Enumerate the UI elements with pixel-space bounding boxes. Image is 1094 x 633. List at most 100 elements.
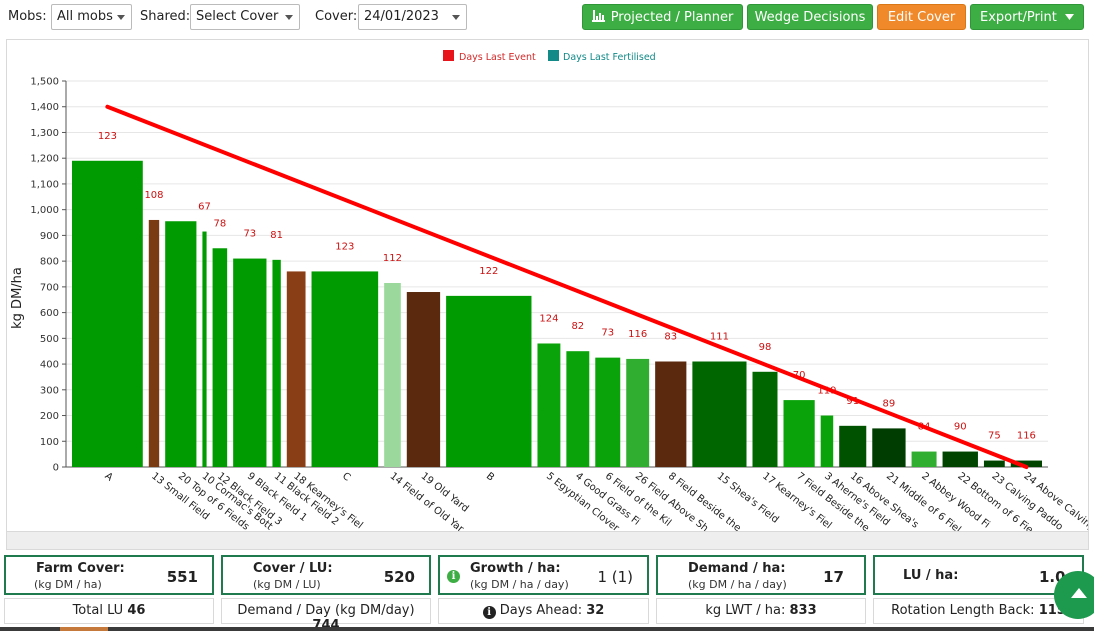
bar[interactable]: [537, 343, 561, 467]
edit-cover-button[interactable]: Edit Cover: [877, 4, 966, 30]
bar[interactable]: [783, 400, 815, 467]
bar[interactable]: [212, 248, 228, 467]
data-label: 116: [628, 329, 647, 340]
data-label: 78: [214, 218, 227, 229]
wedge-decisions-label: Wedge Decisions: [754, 10, 866, 25]
total-lu-value: 46: [127, 603, 146, 618]
projected-planner-label: Projected / Planner: [610, 10, 734, 25]
chevron-down-icon: [452, 15, 460, 20]
bar[interactable]: [752, 371, 778, 467]
farm-cover-title: Farm Cover:: [36, 561, 125, 576]
bar[interactable]: [148, 219, 160, 467]
data-label: 82: [571, 321, 584, 332]
bar[interactable]: [655, 361, 687, 467]
days-ahead-label: Days Ahead:: [499, 603, 583, 618]
chart-panel: Days Last Event Days Last Fertilised kg …: [6, 39, 1089, 532]
bar[interactable]: [692, 361, 747, 467]
bar[interactable]: [272, 259, 281, 467]
y-tick-label: 1,500: [30, 77, 59, 88]
total-lu-label: Total LU: [72, 603, 124, 618]
bar[interactable]: [839, 425, 867, 467]
farm-cover-sub: (kg DM / ha): [34, 578, 102, 591]
growth-title: Growth / ha:: [470, 561, 561, 576]
toolbar: Mobs: All mobs Shared: Select Cover Cove…: [0, 0, 1094, 36]
bar[interactable]: [820, 415, 834, 467]
legend-swatch-days-last-fertilised: [548, 50, 559, 61]
bar[interactable]: [942, 451, 978, 467]
bar[interactable]: [72, 160, 143, 468]
legend-days-last-event[interactable]: Days Last Event: [459, 52, 536, 63]
data-label: 67: [198, 202, 211, 213]
y-tick-label: 1,400: [30, 102, 59, 113]
farm-cover-value: 551: [166, 568, 198, 586]
x-tick-label: A: [103, 471, 115, 484]
bar[interactable]: [202, 231, 207, 467]
bar[interactable]: [446, 295, 532, 467]
bar[interactable]: [406, 292, 441, 467]
total-lu: Total LU 46: [4, 598, 214, 624]
legend-days-last-fertilised[interactable]: Days Last Fertilised: [563, 52, 656, 63]
mobs-select[interactable]: All mobs: [51, 4, 132, 30]
caret-down-icon: [1064, 14, 1074, 20]
data-label: 73: [243, 229, 256, 240]
bar[interactable]: [872, 428, 906, 467]
rotation-length-label: Rotation Length Back:: [891, 603, 1035, 618]
data-label: 89: [883, 398, 896, 409]
bar[interactable]: [595, 357, 621, 467]
info-icon[interactable]: i: [447, 570, 460, 583]
data-label: 83: [664, 331, 677, 342]
cover-label: Cover:: [315, 9, 358, 24]
bar[interactable]: [286, 271, 306, 467]
bar[interactable]: [165, 221, 197, 467]
projected-planner-button[interactable]: Projected / Planner: [582, 4, 743, 30]
y-tick-label: 700: [40, 282, 59, 293]
lu-ha-title: LU / ha:: [903, 568, 959, 583]
data-label: 123: [98, 131, 117, 142]
bar[interactable]: [626, 358, 650, 467]
bar[interactable]: [311, 271, 379, 467]
y-tick-label: 600: [40, 308, 59, 319]
cover-date-select[interactable]: 24/01/2023: [358, 4, 467, 30]
data-label: 112: [383, 253, 402, 264]
bar[interactable]: [384, 283, 401, 467]
bottom-strip: [0, 627, 1094, 631]
growth-sub: (kg DM / ha / day): [470, 578, 569, 591]
data-label: 81: [270, 230, 283, 241]
x-tick-label: B: [484, 471, 496, 484]
chart-footer-bar: [6, 532, 1089, 550]
bar[interactable]: [983, 460, 1005, 467]
arrow-up-icon: [1071, 588, 1087, 598]
y-tick-label: 1,200: [30, 154, 59, 165]
bar[interactable]: [911, 451, 937, 467]
shared-select[interactable]: Select Cover: [190, 4, 300, 30]
growth-card: i Growth / ha: (kg DM / ha / day) 1 (1): [438, 555, 649, 595]
shared-select-value: Select Cover: [196, 9, 279, 24]
wedge-decisions-button[interactable]: Wedge Decisions: [747, 4, 873, 30]
data-label: 70: [793, 370, 806, 381]
y-tick-label: 1,000: [30, 205, 59, 216]
legend-swatch-days-last-event: [443, 50, 454, 61]
export-print-button[interactable]: Export/Print: [970, 4, 1084, 30]
target-wedge-line: [105, 104, 1029, 469]
days-ahead-value: 32: [586, 603, 605, 618]
bar[interactable]: [233, 258, 267, 467]
bar[interactable]: [566, 351, 590, 467]
edit-cover-label: Edit Cover: [887, 10, 956, 25]
data-label: 90: [954, 422, 967, 433]
x-tick-label: C: [340, 471, 352, 484]
demand-per-day: Demand / Day (kg DM/day) 744: [221, 598, 431, 633]
kg-lwt-ha-value: 833: [789, 603, 817, 618]
bars: [72, 160, 1042, 468]
cover-lu-card: Cover / LU: (kg DM / LU) 520: [221, 555, 431, 595]
y-tick-label: 800: [40, 257, 59, 268]
bar[interactable]: [1010, 460, 1042, 467]
y-tick-label: 400: [40, 360, 59, 371]
scroll-to-top-button[interactable]: [1054, 571, 1094, 619]
y-tick-label: 200: [40, 411, 59, 422]
demand-card: Demand / ha: (kg DM / ha / day) 17: [656, 555, 866, 595]
y-tick-label: 0: [53, 463, 59, 474]
data-label: 73: [601, 328, 614, 339]
export-print-label: Export/Print: [980, 10, 1057, 25]
info-icon[interactable]: i: [482, 606, 496, 619]
